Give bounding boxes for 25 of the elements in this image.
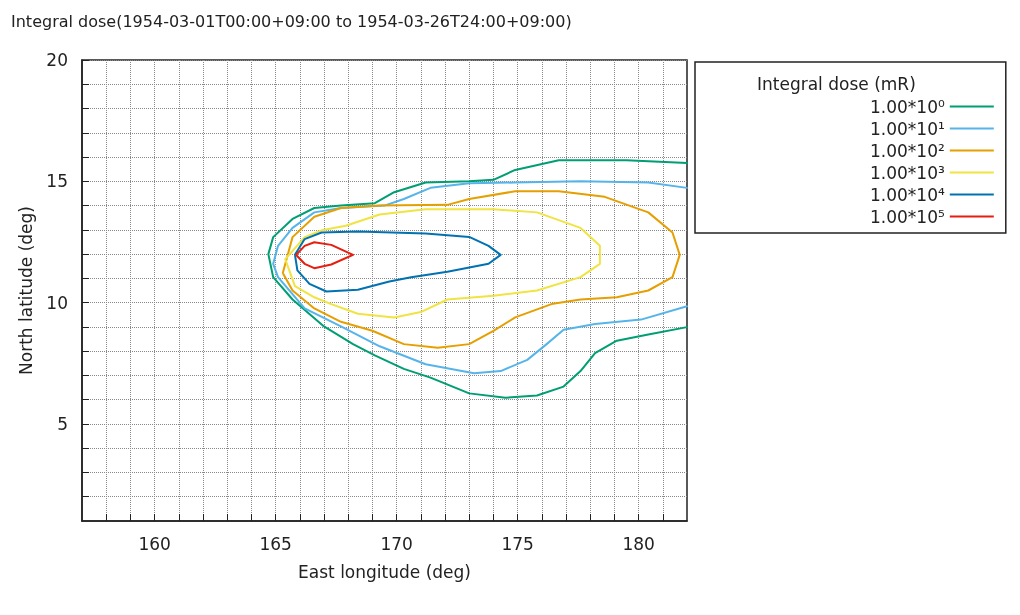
legend-title: Integral dose (mR) [757,73,916,94]
legend-label: 1.00*10¹ [869,118,945,139]
chart-title: Integral dose(1954-03-01T00:00+09:00 to 1954-03-26T24:00+09:00) [11,11,572,31]
y-tick-label: 5 [57,413,68,434]
legend-label: 1.00*10² [869,140,945,161]
legend-label: 1.00*10⁰ [869,96,945,117]
x-tick-label: 175 [501,533,534,554]
x-tick-label: 170 [380,533,413,554]
line-series [267,159,688,399]
line-series [272,180,688,375]
y-tick-label: 20 [46,50,68,70]
x-tick-label: 160 [138,533,171,554]
x-tick-label: 180 [622,533,655,554]
y-tick-label: 15 [46,171,68,192]
legend-label: 1.00*10³ [869,162,945,183]
y-tick-label: 10 [46,292,68,313]
line-series [293,230,502,293]
legend-label: 1.00*10⁵ [869,206,945,227]
x-axis-title: East longitude (deg) [298,561,471,582]
x-tick-label: 165 [259,533,292,554]
line-series [284,208,601,319]
y-axis-title: North latitude (deg) [15,206,36,375]
line-series [281,190,681,349]
legend-label: 1.00*10⁴ [869,184,945,205]
line-series [295,241,355,270]
